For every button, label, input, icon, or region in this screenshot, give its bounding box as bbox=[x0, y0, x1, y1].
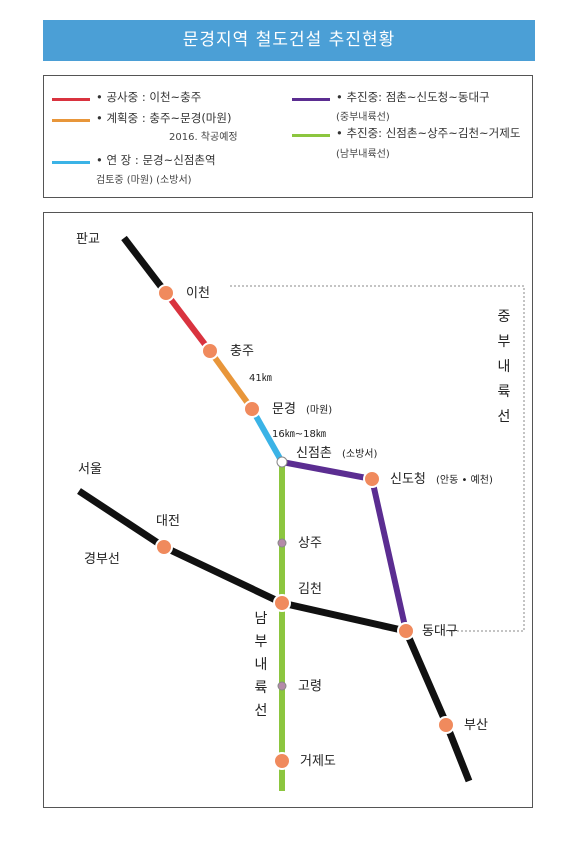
label-seoul: 서울 bbox=[78, 462, 102, 477]
southern-line-vertical-label-char: 선 bbox=[255, 703, 268, 719]
station-gimcheon bbox=[273, 594, 291, 612]
label-sindocheong-sub: (안동 • 예천) bbox=[436, 474, 493, 486]
label-mungyeong: 문경 bbox=[272, 402, 296, 417]
station-icheon bbox=[157, 284, 175, 302]
label-dist2: 16㎞~18㎞ bbox=[272, 428, 326, 440]
line-chungju-mungyeong bbox=[207, 349, 255, 411]
legend-label: • 계획중 : 충주~문경(마원) bbox=[96, 111, 232, 125]
central-line-bracket bbox=[230, 285, 525, 632]
legend-sublabel: 검토중 (마원) (소방서) bbox=[96, 175, 192, 186]
central-line-vertical-label-char: 륙 bbox=[498, 384, 511, 400]
label-sinjeomchon: 신점촌 bbox=[296, 446, 332, 461]
central-line-vertical-label-char: 선 bbox=[498, 409, 511, 425]
legend-sublabel: 2016. 착공예정 bbox=[169, 132, 238, 143]
label-dongdaegu: 동대구 bbox=[422, 624, 458, 639]
legend-swatch bbox=[52, 161, 90, 164]
station-sinjeomchon bbox=[276, 456, 288, 468]
legend-swatch bbox=[52, 119, 90, 122]
label-gimcheon: 김천 bbox=[298, 582, 322, 597]
line-mungyeong-sinjeomchon bbox=[249, 407, 285, 464]
legend-label: • 공사중 : 이천~충주 bbox=[96, 90, 202, 104]
station-dongdaegu bbox=[397, 622, 415, 640]
label-sindocheong: 신도청 bbox=[390, 472, 426, 487]
legend-swatch bbox=[292, 134, 330, 137]
line-icheon-chungju bbox=[163, 291, 213, 353]
label-pangyo: 판교 bbox=[76, 232, 100, 247]
legend-label: • 추진중: 점촌~신도청~동대구 bbox=[336, 90, 490, 104]
station-sindocheong bbox=[363, 470, 381, 488]
central-line-vertical-label-char: 중 bbox=[498, 309, 511, 325]
label-icheon: 이천 bbox=[186, 286, 210, 301]
label-mungyeong-sub: (마원) bbox=[306, 404, 332, 416]
label-geojedo: 거제도 bbox=[300, 754, 336, 769]
label-chungju: 충주 bbox=[230, 344, 254, 359]
station-goryeong bbox=[277, 681, 287, 691]
label-sinjeomchon-sub: (소방서) bbox=[342, 448, 378, 460]
station-chungju bbox=[201, 342, 219, 360]
central-line-vertical-label-char: 내 bbox=[498, 359, 511, 375]
label-daejeon: 대전 bbox=[156, 514, 180, 529]
legend-swatch bbox=[292, 98, 330, 101]
southern-line-vertical-label-char: 부 bbox=[255, 634, 268, 650]
station-busan bbox=[437, 716, 455, 734]
central-line-vertical-label-char: 부 bbox=[498, 334, 511, 350]
station-mungyeong bbox=[243, 400, 261, 418]
station-daejeon bbox=[155, 538, 173, 556]
legend-sublabel: (중부내륙선) bbox=[336, 112, 390, 123]
page-title: 문경지역 철도건설 추진현황 bbox=[43, 20, 535, 61]
station-geojedo bbox=[273, 752, 291, 770]
southern-line-vertical-label-char: 륙 bbox=[255, 680, 268, 696]
legend-label: • 연 장 : 문경~신점촌역 bbox=[96, 153, 216, 167]
label-sangju: 상주 bbox=[298, 536, 322, 551]
southern-line-vertical-label-char: 남 bbox=[255, 611, 268, 627]
label-gyeongbu: 경부선 bbox=[84, 552, 120, 567]
legend-label: • 추진중: 신점촌~상주~김천~거제도 bbox=[336, 126, 521, 140]
label-dist1: 41㎞ bbox=[249, 372, 272, 384]
label-goryeong: 고령 bbox=[298, 679, 322, 694]
legend-swatch bbox=[52, 98, 90, 101]
southern-line-vertical-label-char: 내 bbox=[255, 657, 268, 673]
label-busan: 부산 bbox=[464, 718, 488, 733]
station-sangju bbox=[277, 538, 287, 548]
legend-box: • 공사중 : 이천~충주 • 계획중 : 충주~문경(마원) 2016. 착공예정… bbox=[43, 75, 533, 198]
legend-sublabel: (남부내륙선) bbox=[336, 149, 390, 160]
line-pangyo-icheon bbox=[121, 235, 169, 296]
